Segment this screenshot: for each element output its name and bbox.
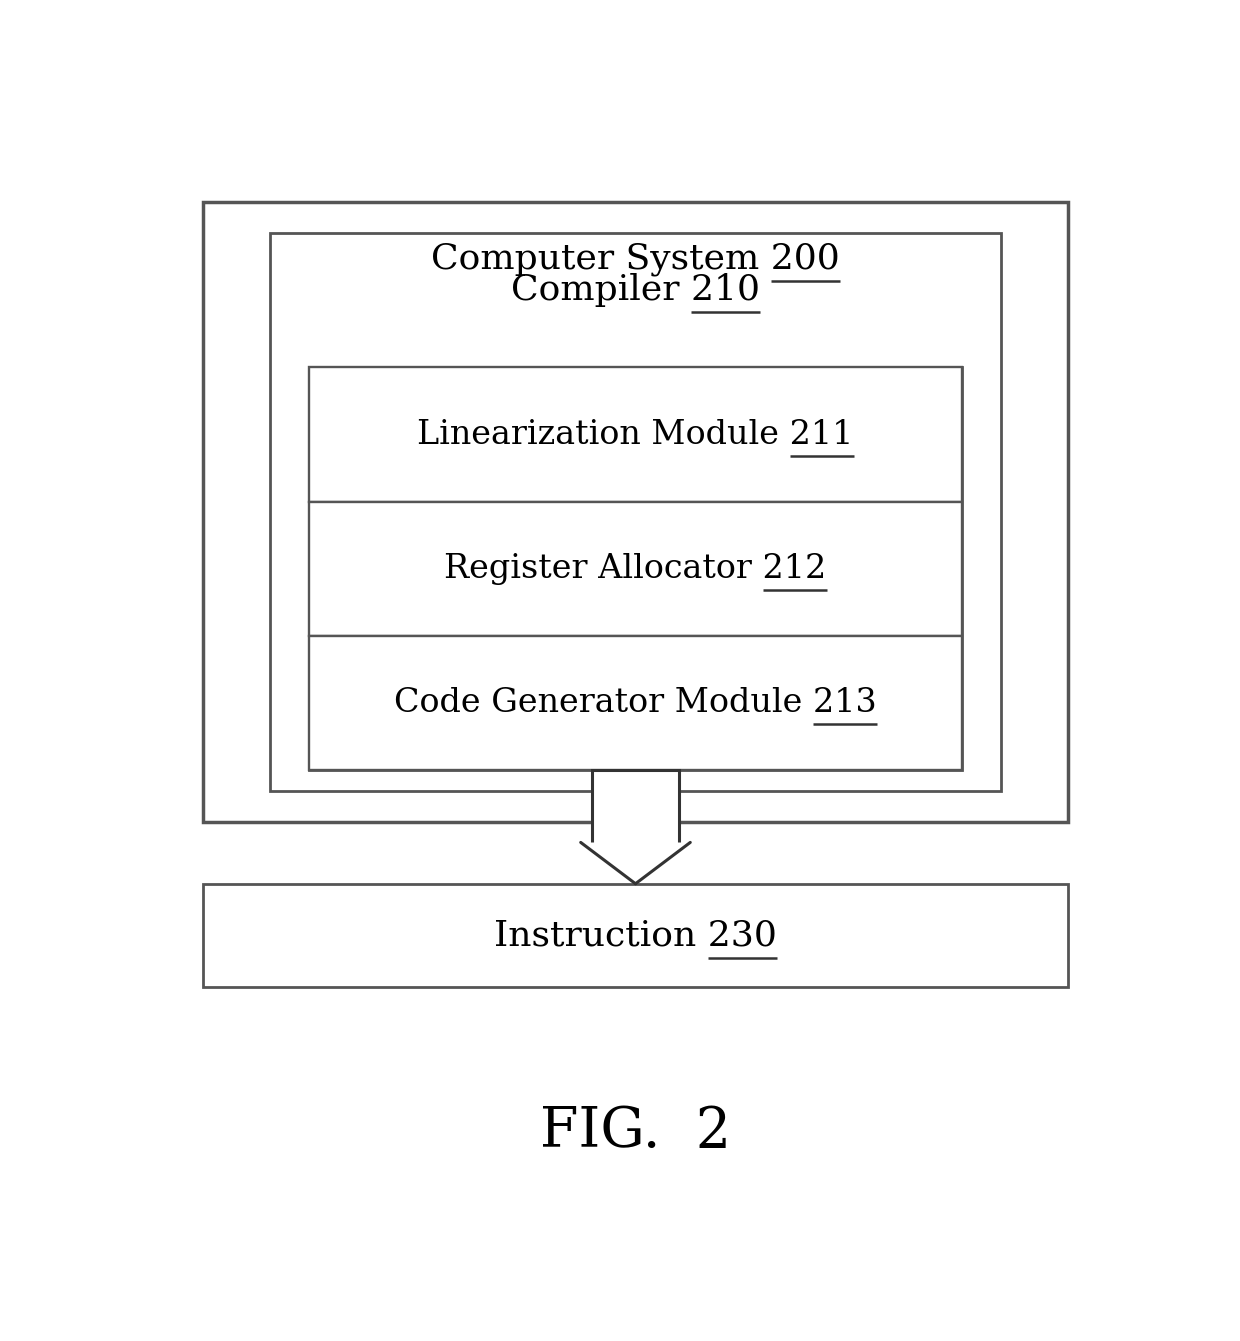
Bar [203, 884, 1068, 987]
Polygon shape [580, 842, 691, 884]
Bar [309, 367, 962, 770]
Bar [309, 367, 962, 502]
Bar [309, 636, 962, 770]
Text: Instruction 230: Instruction 230 [494, 919, 777, 952]
Text: Compiler 210: Compiler 210 [511, 274, 760, 307]
Text: Linearization Module 211: Linearization Module 211 [418, 418, 853, 451]
Polygon shape [593, 770, 678, 842]
Text: Register Allocator 212: Register Allocator 212 [444, 552, 827, 585]
Text: Computer System 200: Computer System 200 [432, 241, 839, 276]
Bar [203, 202, 1068, 822]
Text: FIG.  2: FIG. 2 [539, 1104, 732, 1159]
Bar [309, 502, 962, 636]
Bar [270, 233, 1001, 791]
Text: Code Generator Module 213: Code Generator Module 213 [394, 687, 877, 719]
